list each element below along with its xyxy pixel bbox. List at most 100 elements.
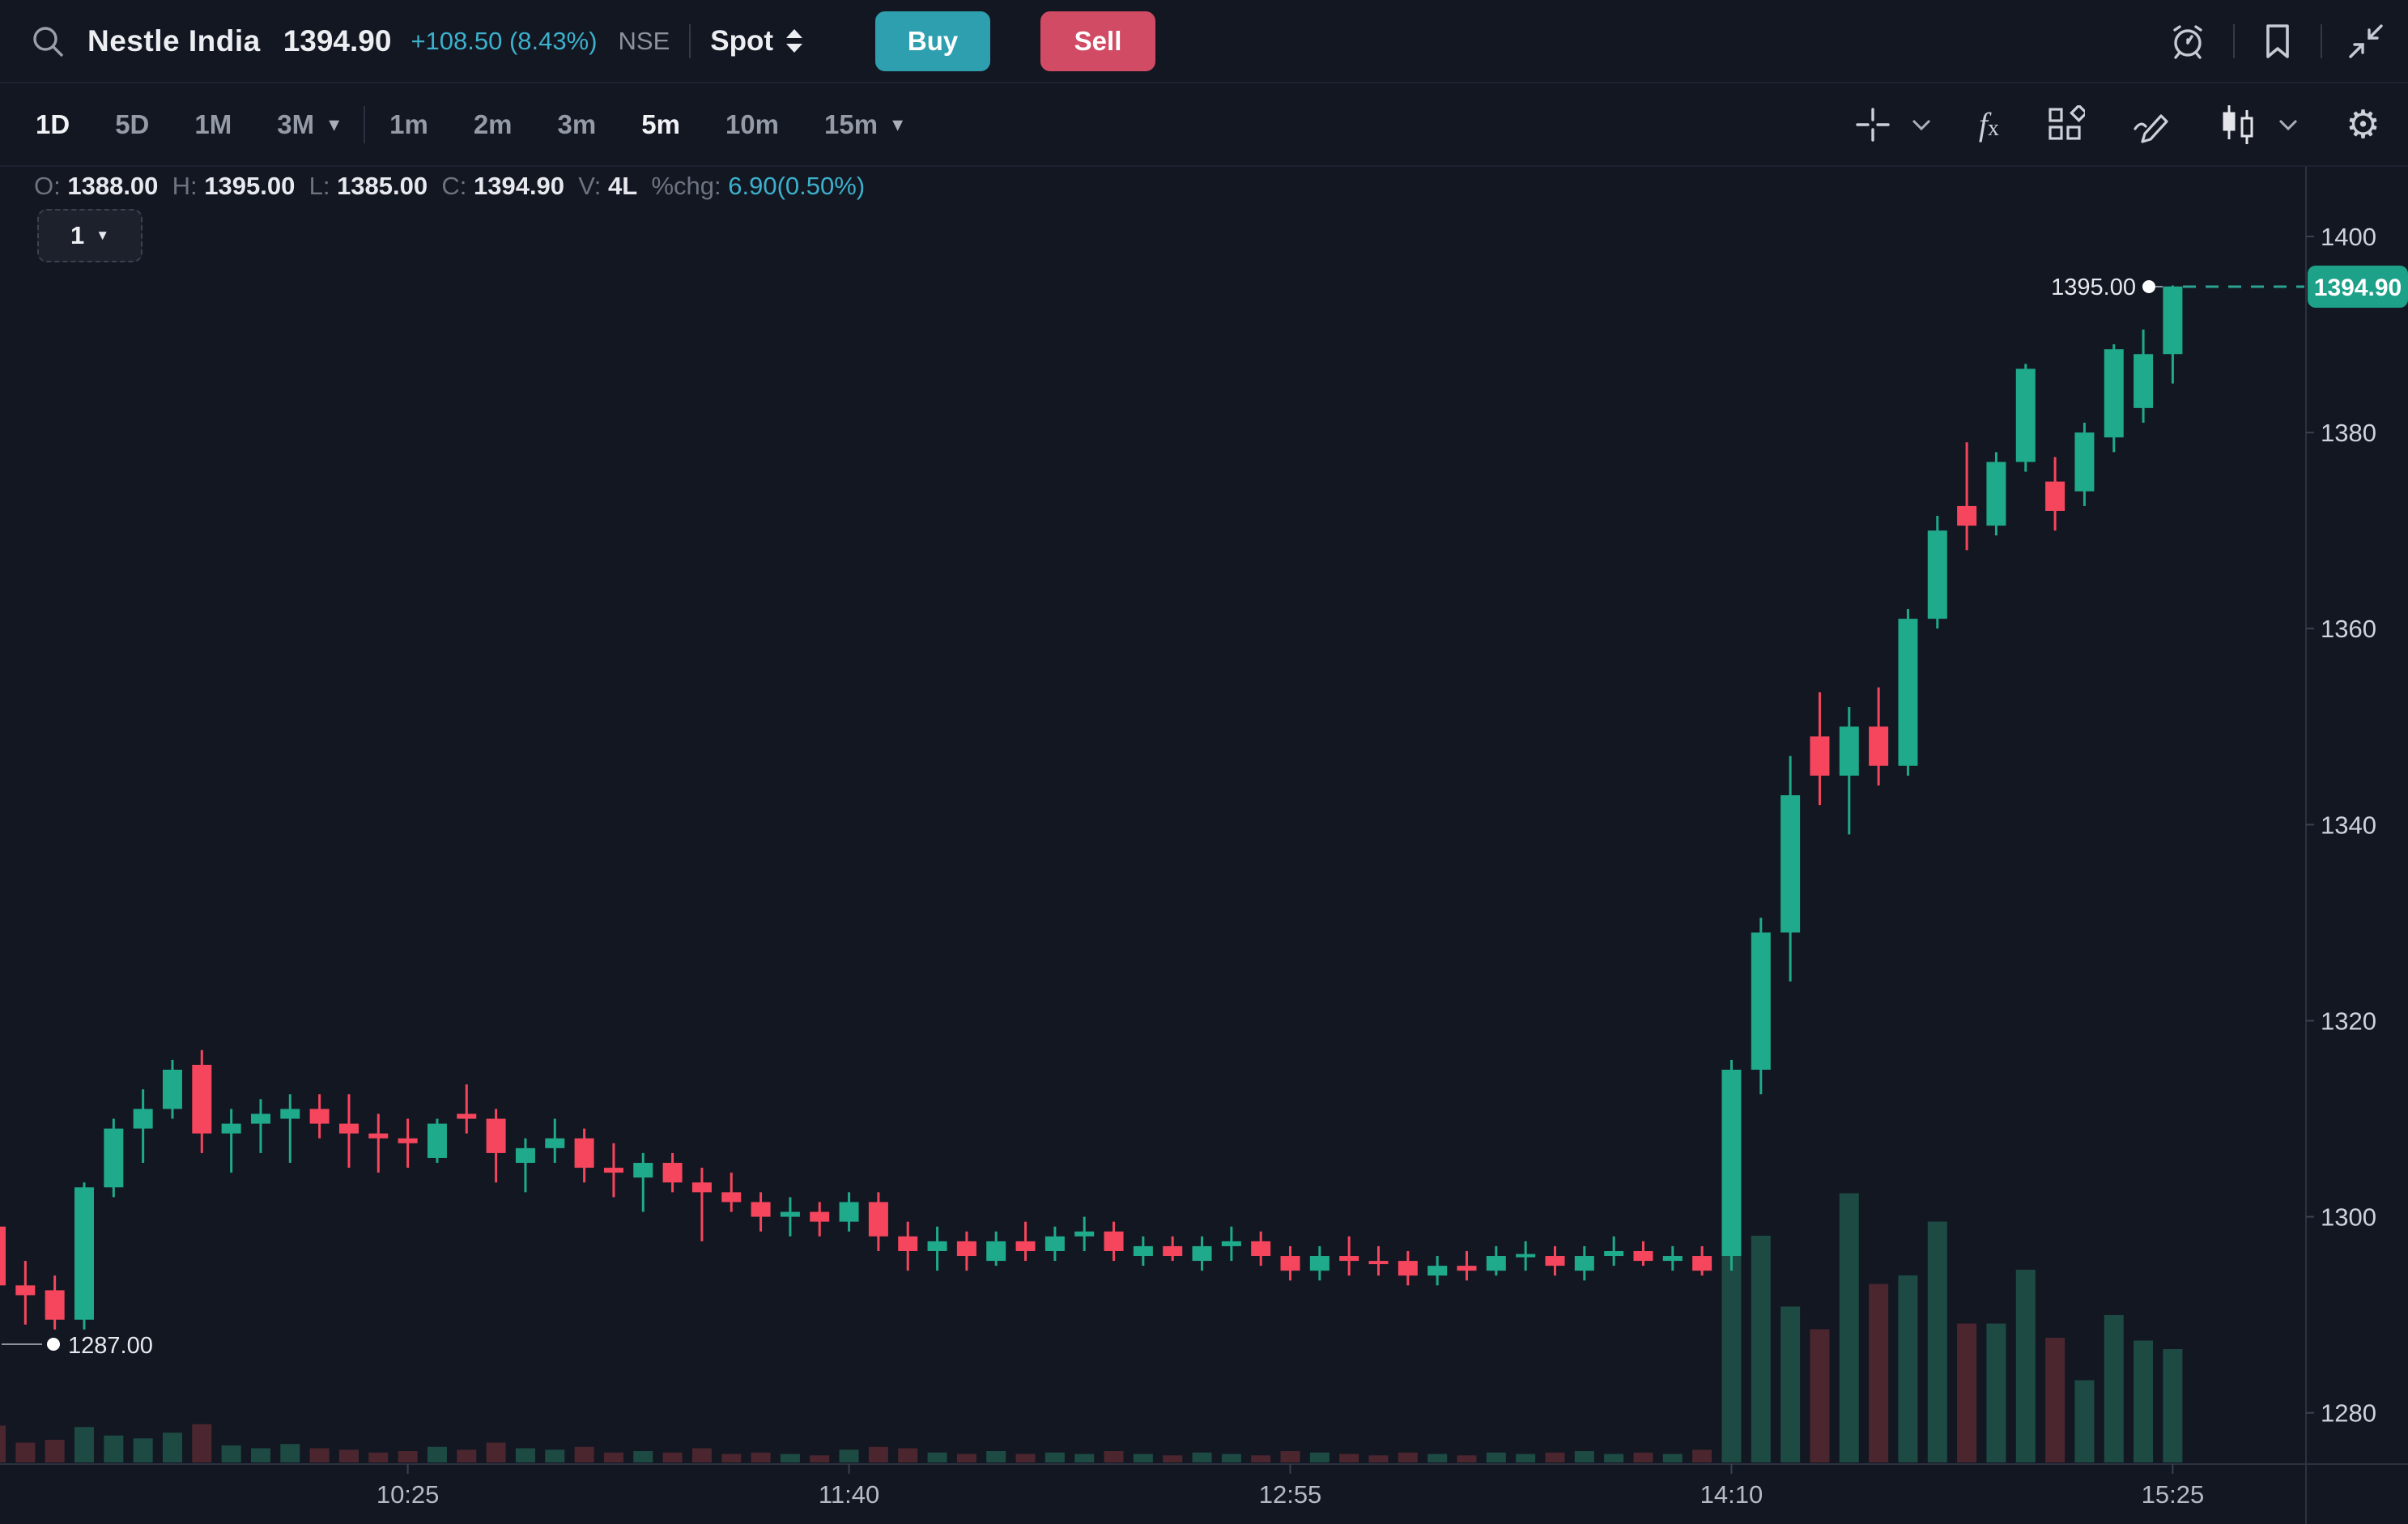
- chg-value: 6.90(0.50%): [728, 172, 866, 200]
- volume-bar: [1751, 1236, 1771, 1462]
- volume-bar: [1545, 1452, 1565, 1462]
- candle-body: [162, 1070, 182, 1109]
- header-actions: [2167, 20, 2408, 62]
- volume-bar: [1957, 1323, 1977, 1462]
- volume-bar: [221, 1445, 241, 1462]
- interval-tab-15m[interactable]: 15m: [824, 109, 879, 139]
- swap-arrows-icon: [786, 28, 803, 53]
- price-axis[interactable]: 1400 1380 1360 1340 1320 1300 1280: [2306, 223, 2376, 1428]
- candle-wick: [641, 1152, 645, 1212]
- candle-body: [956, 1241, 976, 1257]
- volume-bar: [1221, 1454, 1241, 1462]
- bookmark-icon[interactable]: [2259, 21, 2296, 62]
- crosshair-icon[interactable]: [1854, 106, 1891, 143]
- candle-body: [1486, 1256, 1506, 1271]
- candle-body: [1339, 1256, 1359, 1262]
- candle-body: [1044, 1236, 1065, 1251]
- alert-icon[interactable]: [2167, 20, 2209, 62]
- search-icon[interactable]: [29, 23, 66, 60]
- volume-bar: [15, 1442, 36, 1462]
- volume-bar: [398, 1451, 418, 1462]
- price-tick-label: 1380: [2321, 419, 2376, 447]
- candle-body: [515, 1147, 535, 1164]
- compare-chevron-icon[interactable]: [2278, 117, 2299, 132]
- volume-bar: [956, 1454, 976, 1462]
- candle-body: [2074, 432, 2095, 492]
- candle-body: [1986, 462, 2006, 526]
- indicators-icon[interactable]: fx: [1978, 106, 1999, 143]
- candle-body: [1398, 1261, 1418, 1276]
- range-tab-3m[interactable]: 3M: [277, 109, 315, 139]
- candle-body: [1633, 1250, 1653, 1262]
- candle-body: [1662, 1256, 1683, 1262]
- candle-body: [1869, 726, 1889, 766]
- volume-bars: [0, 1122, 2183, 1462]
- buy-button[interactable]: Buy: [875, 11, 991, 71]
- candle-body: [0, 1226, 6, 1286]
- header-divider: [689, 23, 691, 58]
- candle-body: [1309, 1256, 1330, 1271]
- range-tab-1m[interactable]: 1M: [194, 109, 232, 139]
- candle-body: [986, 1241, 1006, 1262]
- interval-tab-1m[interactable]: 1m: [389, 109, 428, 139]
- interval-tab-5m[interactable]: 5m: [641, 109, 680, 139]
- volume-bar: [780, 1454, 800, 1462]
- volume-bar: [1457, 1455, 1477, 1462]
- interval-tab-10m[interactable]: 10m: [725, 109, 779, 139]
- volume-bar: [457, 1450, 477, 1462]
- volume-bar: [1604, 1454, 1624, 1462]
- collapse-icon[interactable]: [2346, 22, 2385, 61]
- candle-body: [839, 1202, 859, 1222]
- price-tick-label: 1360: [2321, 615, 2376, 643]
- last-price-tag: [2308, 266, 2408, 308]
- candle-body: [721, 1192, 742, 1203]
- price-tick-label: 1320: [2321, 1007, 2376, 1035]
- volume-bar: [2134, 1340, 2154, 1462]
- open-label: O:: [34, 172, 61, 200]
- volume-bar: [250, 1448, 270, 1462]
- ranges-caret-icon[interactable]: ▾: [329, 112, 340, 136]
- volume-bar: [368, 1452, 389, 1462]
- interval-tab-2m[interactable]: 2m: [473, 109, 513, 139]
- candle-body: [898, 1236, 918, 1251]
- chart-toolbar: 1D 5D 1M 3M ▾ 1m 2m 3m 5m 10m 15m ▾ fx: [0, 83, 2408, 167]
- volume-bar: [74, 1427, 94, 1462]
- price-tick-label: 1280: [2321, 1399, 2376, 1428]
- candle-body: [2134, 354, 2154, 408]
- volume-bar: [1898, 1275, 1918, 1462]
- candle-count-dropdown[interactable]: 1 ▼: [37, 209, 143, 262]
- layout-grid-icon[interactable]: [2046, 104, 2085, 144]
- high-marker-dot: [2142, 280, 2155, 293]
- volume-bar: [1280, 1451, 1300, 1462]
- chart-tools: fx: [1854, 102, 2408, 147]
- candle-body: [574, 1138, 594, 1169]
- volume-bar: [515, 1448, 535, 1462]
- volume-bar: [1309, 1452, 1330, 1462]
- volume-bar: [1398, 1452, 1418, 1462]
- candle-body: [1368, 1261, 1389, 1265]
- sell-button[interactable]: Sell: [1040, 11, 1156, 71]
- candle-body: [1810, 736, 1830, 776]
- candle-wick: [1466, 1250, 1468, 1281]
- time-axis[interactable]: 10:25 11:40 12:55 14:10 15:25: [377, 1464, 2204, 1509]
- candle-body: [1721, 1070, 1742, 1257]
- interval-tab-3m[interactable]: 3m: [557, 109, 597, 139]
- time-tick-label: 15:25: [2142, 1480, 2205, 1509]
- candle-body: [74, 1187, 94, 1320]
- volume-bar: [1692, 1450, 1712, 1462]
- intervals-caret-icon[interactable]: ▾: [892, 112, 904, 136]
- range-tab-1d[interactable]: 1D: [36, 109, 70, 139]
- candle-body: [691, 1182, 712, 1193]
- settings-gear-icon[interactable]: ⚙: [2345, 103, 2380, 147]
- candle-body: [104, 1128, 124, 1188]
- compare-candles-icon[interactable]: [2219, 104, 2258, 146]
- draw-icon[interactable]: [2132, 104, 2172, 145]
- range-tab-5d[interactable]: 5D: [115, 109, 150, 139]
- volume-bar: [662, 1452, 683, 1462]
- candle-body: [309, 1109, 330, 1124]
- segment-selector[interactable]: Spot: [710, 25, 806, 57]
- crosshair-chevron-icon[interactable]: [1911, 117, 1932, 132]
- volume-bar: [309, 1448, 330, 1462]
- volume-bar: [1839, 1193, 1859, 1462]
